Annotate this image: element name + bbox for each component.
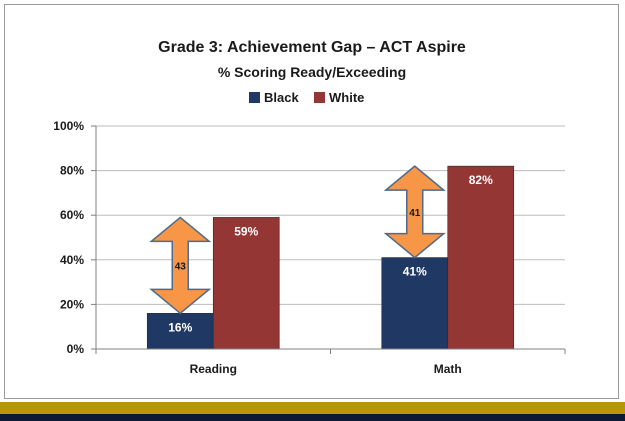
y-tick-label: 0% — [67, 342, 85, 356]
bar-chart: Grade 3: Achievement Gap – ACT Aspire % … — [53, 39, 566, 376]
y-tick-label: 60% — [60, 208, 84, 222]
legend-swatch-black — [249, 92, 260, 103]
data-label: 59% — [234, 224, 258, 238]
gap-label-reading: 43 — [175, 261, 187, 272]
y-axis: 0% 20% 40% 60% 80% 100% — [53, 119, 97, 356]
x-category-label: Reading — [190, 362, 237, 376]
gap-arrow-reading — [149, 216, 212, 315]
bar-white-reading — [212, 217, 280, 350]
chart-frame — [4, 4, 619, 399]
footer-gold-stripe — [0, 402, 625, 414]
y-tick-label: 100% — [53, 119, 84, 133]
y-tick-label: 20% — [60, 297, 84, 311]
footer-navy-stripe — [0, 414, 625, 421]
gap-arrow-math — [383, 165, 446, 259]
data-label: 16% — [168, 320, 192, 334]
gap-label-math: 41 — [409, 208, 421, 219]
y-tick-label: 40% — [60, 253, 84, 267]
gap-arrows: 43 41 — [149, 165, 446, 315]
bars: 16% 59% 41% 82% — [146, 165, 515, 350]
legend-swatch-white — [314, 92, 325, 103]
legend: Black White — [249, 90, 364, 105]
chart-title: Grade 3: Achievement Gap – ACT Aspire — [158, 39, 466, 56]
x-category-label: Math — [434, 362, 462, 376]
legend-label-white: White — [329, 90, 364, 105]
data-label: 41% — [403, 265, 427, 279]
y-tick-label: 80% — [60, 164, 84, 178]
legend-label-black: Black — [264, 90, 299, 105]
x-axis: Reading Math — [95, 348, 566, 376]
data-label: 82% — [469, 173, 493, 187]
chart-subtitle: % Scoring Ready/Exceeding — [218, 64, 406, 80]
bar-white-math — [447, 165, 515, 350]
